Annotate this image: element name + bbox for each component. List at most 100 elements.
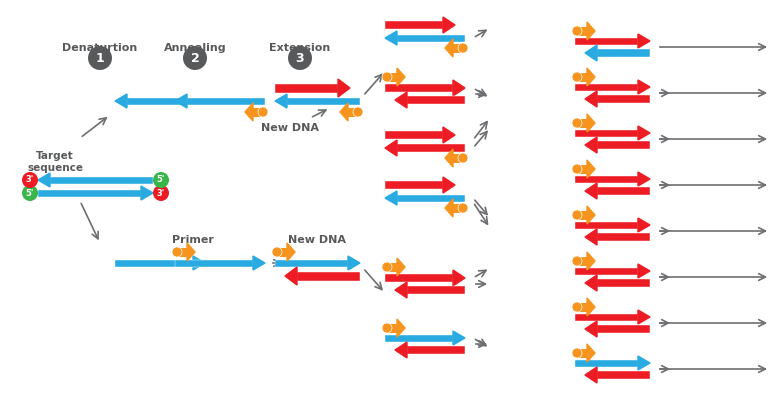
Text: 5': 5' bbox=[157, 176, 165, 184]
Polygon shape bbox=[638, 310, 650, 324]
Polygon shape bbox=[395, 342, 407, 358]
Polygon shape bbox=[638, 172, 650, 186]
Polygon shape bbox=[348, 256, 360, 270]
Bar bbox=[115, 259, 193, 266]
Bar bbox=[577, 72, 587, 81]
Circle shape bbox=[353, 107, 363, 117]
Circle shape bbox=[258, 107, 268, 117]
Polygon shape bbox=[638, 356, 650, 370]
Bar bbox=[577, 349, 587, 358]
Polygon shape bbox=[395, 92, 407, 108]
Text: New DNA: New DNA bbox=[288, 235, 346, 245]
Bar bbox=[453, 154, 463, 162]
Bar bbox=[277, 248, 287, 257]
Bar bbox=[575, 360, 638, 367]
Bar bbox=[575, 314, 638, 321]
Circle shape bbox=[22, 185, 38, 201]
Circle shape bbox=[382, 72, 392, 82]
Circle shape bbox=[572, 26, 582, 36]
Bar bbox=[597, 325, 650, 333]
Polygon shape bbox=[115, 94, 127, 108]
Polygon shape bbox=[443, 127, 455, 143]
Polygon shape bbox=[587, 344, 595, 362]
Polygon shape bbox=[285, 267, 297, 285]
Polygon shape bbox=[638, 218, 650, 232]
Polygon shape bbox=[585, 229, 597, 245]
Text: Extension: Extension bbox=[269, 43, 331, 53]
Polygon shape bbox=[587, 160, 595, 178]
Bar bbox=[597, 279, 650, 287]
Circle shape bbox=[88, 46, 112, 70]
Bar bbox=[187, 97, 265, 105]
Bar bbox=[397, 35, 465, 42]
Polygon shape bbox=[187, 243, 195, 261]
Text: Annealing: Annealing bbox=[163, 43, 227, 53]
Polygon shape bbox=[587, 252, 595, 270]
Polygon shape bbox=[395, 282, 407, 298]
Polygon shape bbox=[340, 103, 348, 121]
Bar bbox=[385, 21, 443, 29]
Polygon shape bbox=[585, 183, 597, 199]
Polygon shape bbox=[585, 45, 597, 61]
Bar bbox=[597, 187, 650, 195]
Polygon shape bbox=[253, 256, 265, 270]
Bar bbox=[387, 72, 397, 81]
Bar bbox=[407, 96, 465, 104]
Polygon shape bbox=[443, 177, 455, 193]
Polygon shape bbox=[638, 126, 650, 140]
Bar bbox=[577, 303, 587, 312]
Circle shape bbox=[572, 348, 582, 358]
Circle shape bbox=[572, 256, 582, 266]
Bar bbox=[38, 189, 141, 196]
Bar bbox=[348, 108, 358, 116]
Bar bbox=[577, 257, 587, 266]
Polygon shape bbox=[193, 256, 205, 270]
Circle shape bbox=[572, 164, 582, 174]
Circle shape bbox=[458, 153, 468, 163]
Polygon shape bbox=[445, 39, 453, 57]
Text: 1: 1 bbox=[96, 51, 104, 64]
Bar bbox=[575, 176, 638, 182]
Circle shape bbox=[183, 46, 207, 70]
Circle shape bbox=[458, 43, 468, 53]
Polygon shape bbox=[397, 68, 405, 86]
Bar bbox=[597, 49, 650, 57]
Circle shape bbox=[458, 203, 468, 213]
Polygon shape bbox=[245, 103, 253, 121]
Polygon shape bbox=[397, 319, 405, 337]
Bar bbox=[575, 37, 638, 44]
Polygon shape bbox=[141, 186, 153, 200]
Polygon shape bbox=[585, 137, 597, 153]
Bar bbox=[397, 195, 465, 202]
Bar bbox=[387, 263, 397, 272]
Bar bbox=[597, 141, 650, 149]
Bar bbox=[385, 84, 453, 92]
Polygon shape bbox=[638, 80, 650, 94]
Circle shape bbox=[153, 172, 169, 188]
Bar bbox=[275, 259, 348, 266]
Polygon shape bbox=[638, 34, 650, 48]
Circle shape bbox=[153, 185, 169, 201]
Bar bbox=[407, 346, 465, 354]
Polygon shape bbox=[587, 22, 595, 40]
Polygon shape bbox=[445, 149, 453, 167]
Bar bbox=[387, 323, 397, 332]
Bar bbox=[50, 176, 153, 184]
Circle shape bbox=[572, 210, 582, 220]
Polygon shape bbox=[287, 243, 295, 261]
Bar bbox=[597, 233, 650, 241]
Bar bbox=[597, 95, 650, 103]
Polygon shape bbox=[38, 173, 50, 187]
Polygon shape bbox=[585, 275, 597, 291]
Polygon shape bbox=[587, 68, 595, 86]
Bar bbox=[597, 371, 650, 379]
Polygon shape bbox=[638, 264, 650, 278]
Circle shape bbox=[172, 247, 182, 257]
Bar bbox=[575, 83, 638, 90]
Bar bbox=[275, 83, 338, 92]
Circle shape bbox=[382, 323, 392, 333]
Bar bbox=[575, 268, 638, 274]
Polygon shape bbox=[445, 199, 453, 217]
Polygon shape bbox=[453, 80, 465, 96]
Polygon shape bbox=[453, 331, 465, 345]
